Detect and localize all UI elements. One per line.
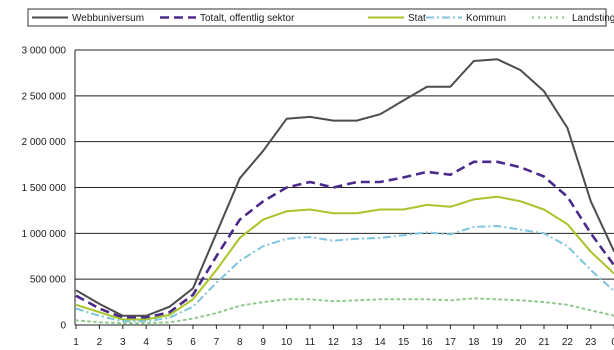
legend-label: Landsting <box>572 13 614 24</box>
x-tick-label: 1 <box>73 337 79 348</box>
y-tick-label: 3 000 000 <box>22 46 67 57</box>
series-lines <box>75 58 614 325</box>
series-line-webbuniversum <box>75 58 614 317</box>
x-tick-label: 15 <box>398 337 410 348</box>
series-line-kommun <box>75 225 614 323</box>
legend-label: Stat <box>408 13 426 24</box>
series-line-stat <box>75 195 614 321</box>
x-tick-label: 11 <box>305 337 316 348</box>
x-tick-label: 2 <box>97 337 103 348</box>
x-tick-label: 20 <box>515 337 527 348</box>
x-tick-label: 23 <box>585 337 597 348</box>
x-tick-label: 3 <box>120 337 126 348</box>
x-tick-label: 22 <box>562 337 574 348</box>
gridlines <box>75 49 614 326</box>
series-line-landsting <box>75 297 614 325</box>
x-tick-label: 16 <box>421 337 433 348</box>
x-tick-label: 13 <box>351 337 363 348</box>
y-tick-label: 1 000 000 <box>22 229 67 240</box>
x-tick-label: 6 <box>190 337 196 348</box>
legend-box <box>27 8 607 27</box>
x-tick-label: 12 <box>328 337 340 348</box>
y-tick-label: 2 500 000 <box>22 91 67 102</box>
legend: Webbuniversum Totalt, offentlig sektor Sta… <box>27 8 614 27</box>
y-tick-label: 0 <box>60 321 66 332</box>
x-tick-label: 8 <box>237 337 243 348</box>
x-tick-label: 10 <box>281 337 293 348</box>
legend-label: Totalt, offentlig sektor <box>200 13 295 24</box>
x-tick-label: 14 <box>375 337 387 348</box>
legend-label: Kommun <box>466 13 506 24</box>
y-axis: 0 500 000 1 000 000 1 500 000 2 000 000 2 500… <box>22 46 76 332</box>
x-tick-label: 7 <box>214 337 220 348</box>
series-line-totalt-offentlig-sektor <box>75 160 614 320</box>
x-tick-label: 19 <box>492 337 504 348</box>
y-tick-label: 500 000 <box>30 275 67 286</box>
y-tick-label: 2 000 000 <box>22 137 67 148</box>
x-tick-label: 5 <box>167 337 173 348</box>
x-tick-label: 18 <box>468 337 480 348</box>
x-tick-label: 0 <box>611 337 614 348</box>
x-axis: 12345678910111213141516171819202122230 <box>73 325 614 348</box>
y-tick-label: 1 500 000 <box>22 183 67 194</box>
x-tick-label: 4 <box>143 337 149 348</box>
x-tick-label: 17 <box>445 337 457 348</box>
x-tick-label: 9 <box>260 337 266 348</box>
x-tick-label: 21 <box>538 337 550 348</box>
legend-label: Webbuniversum <box>72 13 144 24</box>
